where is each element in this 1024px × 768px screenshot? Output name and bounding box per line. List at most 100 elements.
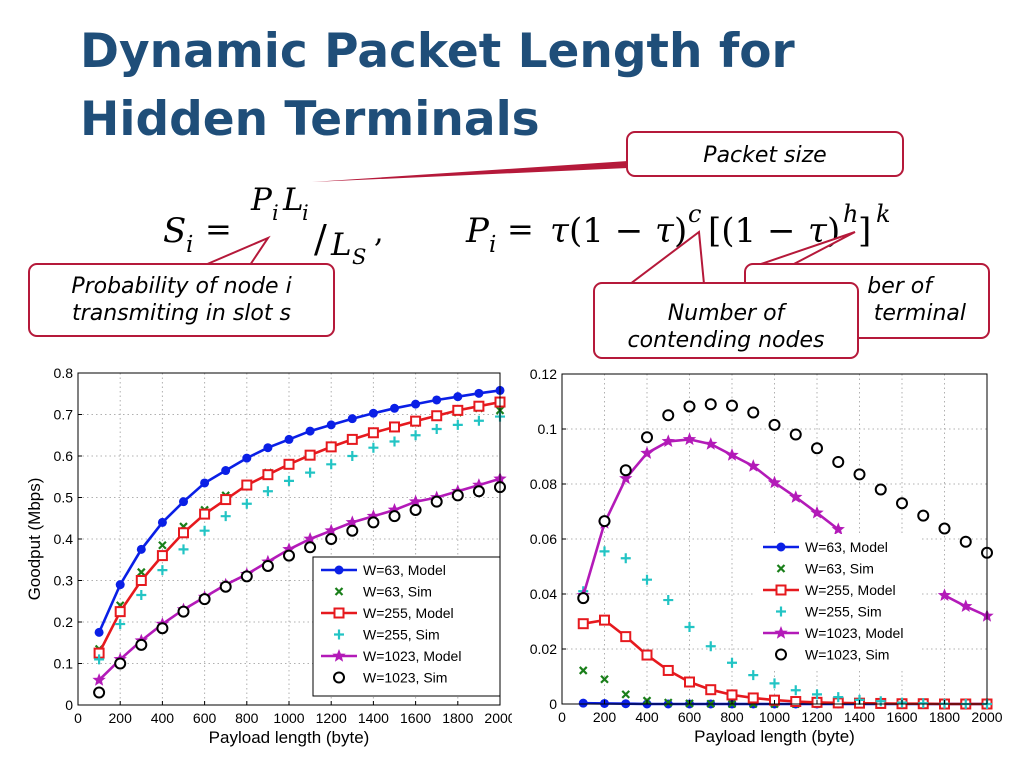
- contending-nodes-callout: Number of contending nodes: [593, 282, 859, 359]
- left-chart-point-w-1023-sim: [114, 657, 127, 670]
- right-chart-legend-label: W=1023, Model: [805, 625, 903, 641]
- slide-title: Dynamic Packet Length for Hidden Termina…: [80, 18, 980, 154]
- right-chart-point-w-1023-sim: [683, 400, 696, 413]
- left-chart-point-w-255-sim: [94, 654, 105, 665]
- left-chart-xtick-label: 0: [74, 710, 82, 726]
- left-chart-xtick-label: 200: [109, 710, 133, 726]
- goodput-formula: S i = P i L i / L S , P i = τ (1 − τ ) c…: [163, 161, 891, 269]
- packet-size-callout: Packet size: [626, 131, 904, 177]
- right-chart-ytick-label: 0.04: [530, 586, 557, 602]
- right-chart-legend-marker: [774, 626, 788, 639]
- right-chart-point-w-1023-sim: [619, 464, 632, 477]
- left-chart-point-w-255-model: [178, 527, 189, 539]
- right-chart-point-w-255-sim: [790, 685, 801, 696]
- left-chart-point-w-255-sim: [178, 544, 189, 555]
- left-chart-point-w-63-model: [390, 403, 399, 413]
- left-chart-point-w-255-sim: [157, 565, 168, 576]
- right-chart-legend-box: [755, 534, 921, 669]
- left-chart-point-w-63-model: [115, 580, 125, 590]
- left-chart-legend-marker: [333, 607, 345, 619]
- right-chart-legend-marker: [776, 564, 786, 573]
- formula-comma: ,: [374, 215, 384, 250]
- left-chart-point-w-255-model: [199, 508, 211, 520]
- left-chart-point-w-1023-model: [408, 494, 423, 508]
- left-chart-point-w-255-sim: [115, 619, 126, 630]
- right-chart-point-w-63-sim: [578, 666, 588, 675]
- left-chart-xtick-label: 600: [193, 710, 217, 726]
- formula-equals-2: =: [507, 210, 534, 248]
- right-chart-ytick-label: 0.02: [530, 641, 557, 657]
- left-chart-legend-label: W=63, Sim: [363, 584, 432, 600]
- right-chart-point-w-1023-sim: [959, 535, 972, 548]
- right-chart-point-w-255-model: [662, 664, 674, 676]
- formula-l: L: [282, 182, 304, 218]
- left-chart-point-w-1023-sim: [451, 489, 464, 502]
- right-chart-point-w-255-sim: [705, 641, 716, 652]
- right-chart-ticks: 0 200 400 600 800 1000 1200 1400 1600 1800 2000 0 0.…: [530, 366, 1003, 725]
- left-chart-point-w-1023-sim: [177, 605, 190, 618]
- left-chart-legend-label: W=255, Model: [363, 605, 454, 621]
- left-chart-point-w-255-sim: [389, 436, 400, 447]
- formula-slash: /: [314, 217, 327, 261]
- left-chart-point-w-255-model: [473, 400, 485, 412]
- right-chart-series-w-255-sim: [578, 546, 992, 709]
- left-chart-point-w-255-sim: [199, 525, 210, 536]
- left-chart-legend-marker: [334, 565, 344, 575]
- right-chart-point-w-1023-model: [640, 446, 654, 459]
- left-chart-point-w-1023-sim: [388, 510, 401, 523]
- formula-exponent-h: h: [843, 200, 858, 228]
- left-chart-xtick-label: 1200: [316, 710, 347, 726]
- right-chart-xlabel: Payload length (byte): [694, 727, 855, 746]
- left-chart-xtick-label: 1000: [273, 710, 304, 726]
- right-chart-point-w-255-sim: [642, 574, 652, 585]
- left-chart-xtick-label: 800: [235, 710, 259, 726]
- right-chart-point-w-1023-model: [810, 505, 824, 519]
- formula-ls-subscript: S: [352, 245, 366, 269]
- left-chart-point-w-255-sim: [452, 419, 463, 430]
- left-chart-point-w-63-model: [305, 426, 315, 436]
- left-chart-point-w-255-sim: [284, 475, 294, 486]
- left-chart-point-w-255-model: [325, 441, 337, 453]
- right-chart-point-w-255-model: [620, 631, 632, 643]
- right-chart-point-w-1023-model: [619, 471, 633, 485]
- right-chart-point-w-1023-sim: [853, 468, 866, 481]
- left-chart-point-w-1023-model: [366, 509, 381, 522]
- left-chart-point-w-63-sim: [137, 567, 146, 577]
- right-chart-legend-label: W=63, Model: [805, 539, 888, 555]
- formula-tau-3: τ: [808, 211, 828, 251]
- left-chart-ytick-label: 0.1: [54, 656, 74, 672]
- right-chart-point-w-1023-sim: [789, 428, 802, 441]
- left-chart-series-w-1023-sim: [93, 481, 506, 699]
- left-chart-point-w-255-model: [304, 449, 316, 461]
- right-chart-point-w-1023-sim: [811, 442, 823, 455]
- right-chart-point-w-1023-model: [682, 432, 697, 446]
- formula-tau-2: τ: [655, 211, 675, 251]
- packet-size-label: Packet size: [703, 143, 827, 168]
- right-chart-xtick-label: 1400: [844, 709, 875, 725]
- left-chart-ytick-label: 0.5: [54, 490, 74, 506]
- left-chart-point-w-1023-model: [324, 523, 338, 537]
- right-chart-xtick-label: 1600: [886, 709, 917, 725]
- left-chart-point-w-1023-sim: [219, 580, 232, 593]
- left-chart-point-w-63-model: [94, 627, 104, 637]
- left-chart-point-w-63-model: [157, 517, 167, 527]
- left-chart-xtick-label: 2000: [484, 710, 512, 726]
- right-chart-point-w-255-sim: [918, 698, 929, 709]
- left-chart-point-w-255-sim: [410, 430, 421, 441]
- right-chart-ytick-label: 0.1: [538, 421, 558, 437]
- left-chart-series-w-63-model: [94, 385, 505, 637]
- left-chart-point-w-255-model: [367, 427, 379, 439]
- right-chart-ytick-label: 0.12: [530, 366, 557, 382]
- left-chart-point-w-1023-sim: [240, 570, 253, 583]
- left-chart-xtick-label: 400: [151, 710, 175, 726]
- left-chart-legend-marker: [332, 649, 346, 662]
- left-chart-ytick-label: 0: [65, 697, 73, 713]
- left-chart-point-w-255-model: [283, 458, 295, 470]
- left-chart-point-w-1023-sim: [472, 485, 485, 498]
- left-chart-point-w-63-model: [136, 544, 146, 554]
- left-chart-legend-label: W=1023, Sim: [363, 670, 447, 686]
- slide-title-line-2: Hidden Terminals: [80, 92, 540, 147]
- right-chart-point-w-63-sim: [600, 674, 609, 684]
- left-chart-point-w-255-model: [452, 404, 464, 416]
- right-chart-point-w-1023-model: [661, 434, 675, 447]
